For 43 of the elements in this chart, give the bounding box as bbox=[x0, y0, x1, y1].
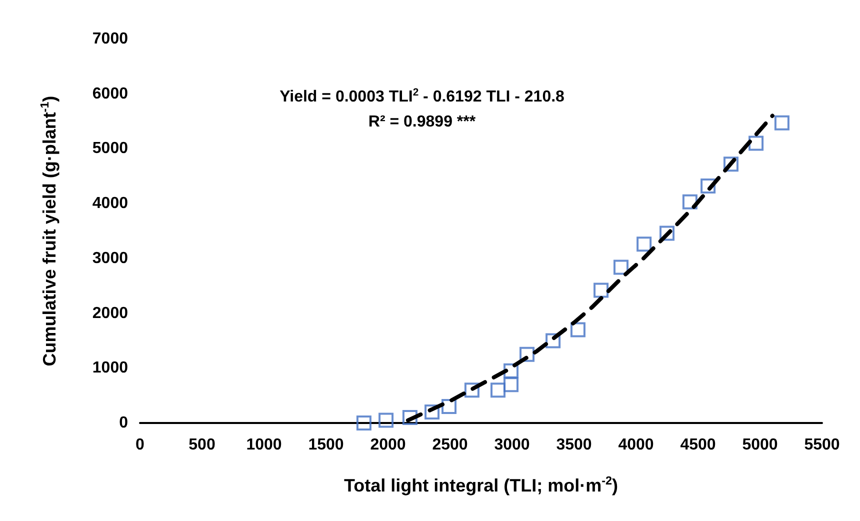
y-tick-label: 2000 bbox=[92, 304, 128, 322]
x-tick-label: 5000 bbox=[742, 436, 778, 454]
x-tick-label: 2000 bbox=[370, 436, 406, 454]
y-axis-title: Cumulative fruit yield (g·plant-1) bbox=[38, 96, 60, 366]
x-tick-label: 0 bbox=[136, 436, 145, 454]
y-tick-label: 0 bbox=[119, 414, 128, 432]
point bbox=[660, 226, 674, 241]
x-tick-label: 1500 bbox=[308, 436, 344, 454]
point bbox=[464, 382, 480, 398]
y-tick-label: 6000 bbox=[92, 85, 128, 102]
point bbox=[424, 404, 440, 420]
point bbox=[636, 236, 652, 252]
x-tick-label: 3000 bbox=[494, 436, 530, 454]
x-tick-label: 500 bbox=[188, 436, 216, 454]
y-tick-label: 4000 bbox=[92, 195, 128, 212]
point bbox=[442, 399, 457, 414]
x-tick-label: 2500 bbox=[432, 436, 468, 454]
y-tick-label: 3000 bbox=[92, 250, 128, 267]
x-tick-label: 3500 bbox=[556, 436, 592, 454]
x-tick-label: 4000 bbox=[618, 436, 654, 454]
point bbox=[723, 156, 738, 172]
x-tick-label: 1000 bbox=[246, 436, 282, 454]
point bbox=[748, 136, 764, 151]
point bbox=[356, 416, 372, 430]
point bbox=[594, 282, 609, 298]
point bbox=[378, 412, 394, 428]
point bbox=[774, 115, 790, 130]
point bbox=[570, 322, 586, 338]
point bbox=[490, 382, 506, 398]
annotation: R² = 0.9899 *** bbox=[368, 114, 476, 130]
point bbox=[504, 363, 519, 378]
x-tick-label: 4500 bbox=[680, 436, 716, 454]
point bbox=[682, 194, 698, 210]
x-tick-label: 5500 bbox=[804, 436, 840, 454]
point bbox=[546, 333, 561, 348]
point bbox=[504, 377, 519, 392]
point bbox=[613, 260, 628, 275]
y-tick-label: 7000 bbox=[92, 30, 128, 48]
point bbox=[700, 178, 716, 194]
y-tick-label: 1000 bbox=[92, 360, 128, 377]
point bbox=[402, 410, 418, 426]
y-tick-label: 5000 bbox=[92, 140, 128, 158]
point bbox=[520, 346, 535, 362]
